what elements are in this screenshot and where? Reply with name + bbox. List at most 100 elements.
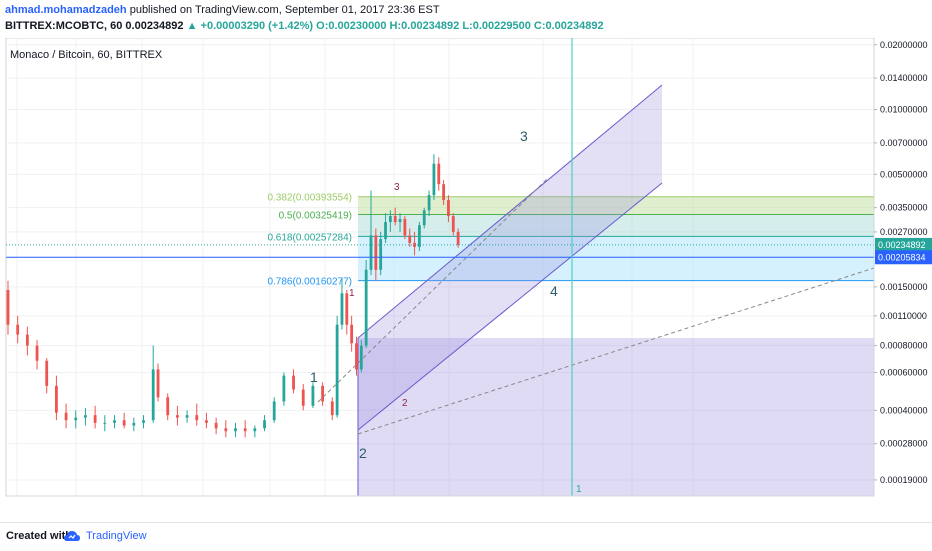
time-axis[interactable]: 3101724Aug12:001421Sep1118 bbox=[6, 495, 874, 500]
author-link[interactable]: ahmad.mohamadzadeh bbox=[5, 4, 127, 16]
fib-label: 0.5(0.00325419) bbox=[279, 210, 352, 221]
candle-body bbox=[205, 420, 208, 423]
candle-body bbox=[359, 345, 363, 370]
candle-body bbox=[243, 428, 247, 432]
trend-dashed-line bbox=[357, 267, 875, 435]
candle-body bbox=[432, 163, 436, 196]
candle-body bbox=[35, 345, 39, 361]
candle-body bbox=[335, 324, 339, 416]
candle-body bbox=[93, 415, 97, 423]
candle-body bbox=[393, 216, 397, 223]
candle-body bbox=[311, 385, 315, 406]
candle-body bbox=[456, 231, 460, 245]
candle-body bbox=[437, 163, 441, 185]
price-tick-label: 0.00150000 bbox=[880, 282, 928, 292]
fib-label: 0.382(0.00393554) bbox=[267, 193, 352, 204]
candle-body bbox=[451, 216, 455, 232]
wave-label-minor: 2 bbox=[402, 398, 408, 409]
fib-band bbox=[358, 196, 874, 215]
footer: Created with TradingView bbox=[0, 522, 932, 551]
price-chart[interactable]: 0.382(0.00393554) 0.5(0.00325419) 0.618(0.… bbox=[0, 38, 932, 500]
candle-body bbox=[427, 195, 431, 211]
publish-info: ahmad.mohamadzadeh published on TradingV… bbox=[5, 4, 440, 16]
candle-body bbox=[234, 428, 237, 432]
candle-body bbox=[195, 415, 199, 421]
candle-body bbox=[103, 422, 107, 424]
last-price: 0.00234892 bbox=[125, 20, 184, 32]
price-tick-label: 0.00060000 bbox=[880, 367, 928, 377]
wave-label-major: 2 bbox=[359, 445, 367, 461]
candle-body bbox=[25, 334, 29, 346]
candle-body bbox=[142, 420, 145, 423]
wave-region bbox=[358, 338, 874, 496]
created-with-label: Created with bbox=[6, 530, 73, 542]
candle-body bbox=[282, 375, 286, 402]
candle-body bbox=[224, 428, 228, 432]
candle-body bbox=[55, 385, 58, 413]
candle-body bbox=[214, 422, 218, 429]
symbol-name[interactable]: BITTREX:MCOBTC, 60 bbox=[5, 20, 123, 32]
wave-label-major: 3 bbox=[520, 128, 528, 144]
candle-body bbox=[45, 360, 49, 386]
candle-body bbox=[442, 184, 445, 200]
up-arrow-icon: ▲ bbox=[186, 20, 198, 32]
price-tick-label: 0.00040000 bbox=[880, 405, 928, 415]
overlays: 1 1 2 3 4 1 2 3 bbox=[6, 38, 875, 496]
candle-body bbox=[447, 199, 450, 217]
price-label-bg bbox=[875, 250, 932, 265]
candle-body bbox=[403, 218, 407, 236]
candle-body bbox=[398, 218, 402, 223]
candle-body bbox=[6, 290, 10, 325]
fib-label: 0.618(0.00257284) bbox=[267, 232, 352, 243]
wave-label-minor: 3 bbox=[394, 182, 400, 193]
candle-body bbox=[113, 420, 116, 423]
price-tick-label: 0.00110000 bbox=[880, 311, 927, 321]
candles bbox=[6, 154, 460, 438]
candle-body bbox=[330, 401, 334, 416]
wave-label-major: 4 bbox=[550, 283, 558, 299]
candle-body bbox=[408, 235, 412, 243]
time-marker-label: 1 bbox=[576, 484, 582, 495]
price-tick-label: 0.00500000 bbox=[880, 169, 928, 179]
candle-body bbox=[64, 412, 68, 421]
price-label-bg bbox=[875, 237, 932, 252]
candle-body bbox=[369, 235, 373, 270]
price-label-text: 0.00205834 bbox=[878, 252, 926, 262]
price-axis[interactable]: 0.02000000 0.01400000 0.01000000 0.00700000… bbox=[873, 38, 932, 496]
candle-body bbox=[340, 293, 344, 325]
tradingview-link[interactable]: TradingView bbox=[86, 530, 147, 542]
wave-label-major: 1 bbox=[310, 369, 318, 385]
candle-body bbox=[345, 293, 349, 325]
candle-body bbox=[151, 369, 155, 421]
candle-body bbox=[272, 401, 276, 421]
candle-body bbox=[156, 369, 160, 398]
price-tick-label: 0.00028000 bbox=[880, 439, 928, 449]
candle-body bbox=[253, 428, 257, 432]
publish-date: published on TradingView.com, September … bbox=[129, 4, 440, 16]
channel-lower-line bbox=[357, 182, 663, 431]
candle-body bbox=[321, 385, 324, 402]
price-tick-label: 0.00700000 bbox=[880, 138, 928, 148]
price-label-text: 0.00234892 bbox=[878, 240, 926, 250]
candle-body bbox=[374, 235, 378, 270]
candle-body bbox=[122, 420, 126, 426]
ohlc-values: O:0.00230000 H:0.00234892 L:0.00229500 C… bbox=[316, 20, 604, 32]
candle-body bbox=[384, 222, 387, 240]
chart-title: Monaco / Bitcoin, 60, BITTREX bbox=[10, 49, 163, 61]
chart-header: ahmad.mohamadzadeh published on TradingV… bbox=[0, 0, 932, 36]
candle-body bbox=[350, 324, 354, 344]
candle-body bbox=[422, 210, 426, 226]
candle-body bbox=[74, 417, 78, 421]
price-tick-label: 0.00080000 bbox=[880, 341, 928, 351]
price-tick-label: 0.01400000 bbox=[880, 73, 928, 83]
candle-body bbox=[185, 415, 189, 418]
fib-zones: 0.382(0.00393554) 0.5(0.00325419) 0.618(0.… bbox=[267, 193, 874, 496]
candle-body bbox=[364, 269, 368, 346]
price-tick-label: 0.00019000 bbox=[880, 475, 928, 485]
candle-body bbox=[263, 420, 266, 429]
candle-body bbox=[379, 239, 383, 270]
price-tick-label: 0.01000000 bbox=[880, 105, 928, 115]
price-axis-bg bbox=[874, 38, 932, 496]
price-tick-label: 0.02000000 bbox=[880, 40, 928, 50]
price-change: +0.00003290 (+1.42%) bbox=[200, 20, 314, 32]
